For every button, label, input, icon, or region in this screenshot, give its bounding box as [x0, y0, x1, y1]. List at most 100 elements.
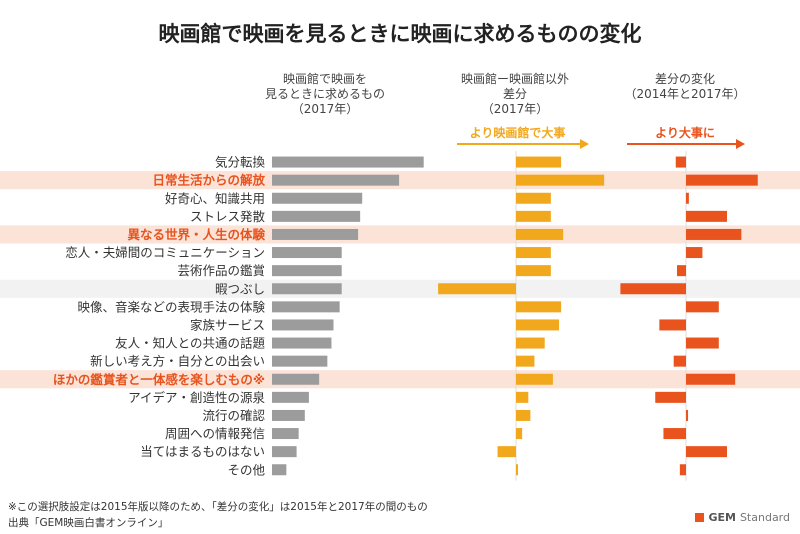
category-label: 映像、音楽などの表現手法の体験: [77, 299, 265, 314]
bar-series-1: [272, 428, 299, 440]
category-label: 気分転換: [215, 155, 266, 170]
category-label: 日常生活からの解放: [152, 173, 265, 188]
category-label: 暇つぶし: [215, 281, 265, 296]
series-3-header-line: （2014年と2017年）: [624, 87, 746, 101]
bar-series-3: [686, 174, 758, 186]
bar-series-1: [272, 319, 334, 331]
bar-series-1: [272, 265, 342, 277]
category-label: 周囲への情報発信: [165, 426, 265, 441]
category-label: 恋人・夫婦間のコミュニケーション: [65, 245, 265, 260]
bar-series-3: [686, 301, 719, 313]
footnote-source: 出典「GEM映画白書オンライン」: [8, 517, 169, 529]
bar-series-3: [663, 428, 686, 440]
series-2-header: 映画館ー映画館以外 差分 （2017年）: [440, 72, 590, 117]
bar-series-1: [272, 301, 340, 313]
series-3-arrow-line: [627, 143, 737, 145]
bar-series-3: [686, 228, 742, 240]
brand-name-light: Standard: [739, 511, 790, 524]
series-2-arrow-label: より映画館で大事: [469, 126, 566, 140]
series-2-arrow-icon: [580, 139, 589, 149]
category-label: 異なる世界・人生の体験: [127, 227, 265, 242]
bar-series-3: [673, 355, 686, 367]
category-label: アイデア・創造性の源泉: [128, 390, 265, 405]
highlight-band: [0, 370, 800, 389]
bar-series-1: [272, 373, 320, 385]
bar-series-2: [516, 409, 531, 421]
bar-series-1: [272, 283, 342, 295]
bar-series-1: [272, 355, 328, 367]
category-label: 新しい考え方・自分との出会い: [90, 354, 265, 369]
bar-series-2: [516, 373, 553, 385]
series-1-header: 映画館で映画を 見るときに求めるもの （2017年）: [255, 72, 395, 117]
bar-series-1: [272, 228, 359, 240]
row-band: [0, 279, 800, 298]
bar-series-2: [516, 337, 545, 349]
bar-series-2: [438, 283, 516, 295]
series-3-header: 差分の変化 （2014年と2017年）: [610, 72, 760, 102]
bar-series-2: [516, 319, 560, 331]
bar-series-2: [516, 210, 551, 222]
series-2-header-line: 差分: [502, 87, 527, 101]
category-label: ストレス発散: [190, 209, 266, 224]
bar-series-2: [497, 446, 516, 458]
bar-series-3: [686, 373, 736, 385]
brand-logo: GEM Standard: [695, 511, 790, 524]
bar-series-2: [516, 301, 562, 313]
bar-series-1: [272, 192, 363, 204]
category-label: ほかの鑑賞者と一体感を楽しむもの※: [53, 372, 265, 387]
chart-title: 映画館で映画を見るときに映画に求めるものの変化: [158, 22, 642, 46]
bar-series-3: [659, 319, 686, 331]
series-2-header-line: 映画館ー映画館以外: [460, 72, 569, 86]
highlight-band: [0, 171, 800, 190]
brand-square-icon: [695, 513, 705, 522]
bar-series-1: [272, 174, 400, 186]
bar-series-3: [686, 446, 727, 458]
category-label: 当てはまるものはない: [140, 444, 265, 459]
series-1-header-line: 見るときに求めるもの: [264, 87, 385, 101]
bar-series-2: [516, 156, 562, 168]
category-label: 家族サービス: [190, 317, 265, 332]
category-label: 流行の確認: [202, 408, 265, 423]
chart-plot: 気分転換日常生活からの解放好奇心、知識共用ストレス発散異なる世界・人生の体験恋人…: [0, 151, 800, 481]
bar-series-3: [676, 265, 686, 277]
bar-series-1: [272, 247, 342, 259]
category-label: その他: [227, 462, 265, 477]
bar-series-1: [272, 446, 297, 458]
bar-series-1: [272, 337, 332, 349]
series-1-header-line: 映画館で映画を: [282, 72, 367, 86]
bar-series-2: [516, 391, 529, 403]
bar-series-1: [272, 210, 361, 222]
category-label: 友人・知人との共通の話題: [115, 336, 265, 351]
bar-series-1: [272, 409, 305, 421]
bar-series-2: [516, 355, 535, 367]
bar-series-3: [686, 247, 703, 259]
bar-series-3: [675, 156, 686, 168]
bar-series-2: [516, 265, 551, 277]
bar-series-1: [272, 156, 424, 168]
bar-series-3: [679, 464, 686, 476]
series-3-arrow-icon: [736, 139, 745, 149]
series-2-header-line: （2017年）: [481, 102, 549, 116]
category-label: 好奇心、知識共用: [165, 191, 265, 206]
highlight-band: [0, 225, 800, 244]
bar-series-3: [655, 391, 686, 403]
bar-series-3: [686, 409, 689, 421]
series-2-arrow-line: [457, 143, 581, 145]
series-1-header-line: （2017年）: [291, 102, 359, 116]
bar-series-2: [516, 464, 518, 476]
bar-series-3: [686, 337, 719, 349]
series-3-arrow-label: より大事に: [655, 126, 715, 140]
brand-name-bold: GEM: [708, 511, 736, 524]
bar-series-2: [516, 174, 605, 186]
series-3-header-line: 差分の変化: [654, 72, 715, 86]
bar-series-3: [620, 283, 686, 295]
bar-series-2: [516, 192, 551, 204]
bar-series-1: [272, 391, 309, 403]
bar-series-2: [516, 247, 551, 259]
bar-series-3: [686, 210, 727, 222]
category-label: 芸術作品の鑑賞: [177, 263, 265, 278]
footnote-note: ※この選択肢設定は2015年版以降のため、「差分の変化」は2015年と2017年…: [8, 501, 428, 513]
bar-series-1: [272, 464, 287, 476]
bar-series-2: [516, 428, 523, 440]
bar-series-2: [516, 228, 564, 240]
